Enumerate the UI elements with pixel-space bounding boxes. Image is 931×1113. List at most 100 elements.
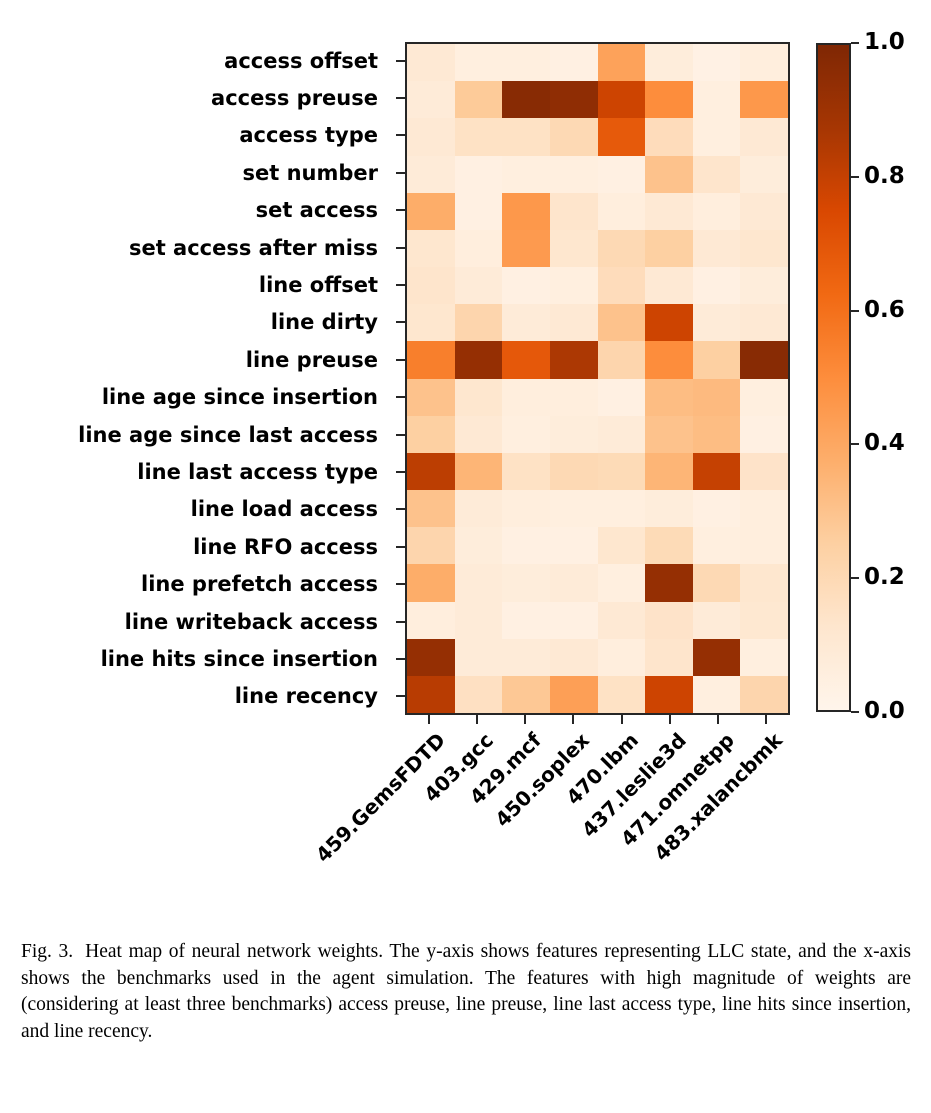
tick-mark [396,657,405,660]
heat-cell [597,638,646,676]
heat-cell [692,675,741,713]
heat-cell [692,341,741,379]
tick-mark [851,42,859,44]
heat-cell [645,155,693,193]
heat-cell [740,490,788,528]
heat-cell [692,81,741,119]
heat-cell [454,192,503,230]
heat-cell [740,415,788,453]
tick-mark [851,175,859,178]
colorbar-tick-label: 1.0 [864,29,905,55]
y-axis-tick-labels: access offset access preuse access type set… [0,42,392,715]
colorbar-tick-label: 0.2 [864,564,905,591]
tick-mark [396,358,405,361]
heat-cell [407,527,455,565]
heat-cell [692,155,741,193]
y-tick-label: line offset [258,273,378,298]
heat-cell [454,155,503,193]
heat-cell [549,490,598,528]
heat-cell [407,155,455,193]
tick-mark [396,545,405,548]
heat-cell [597,675,646,713]
heat-cell [407,229,455,267]
heat-cell [740,192,788,230]
heat-cell [597,44,646,82]
heat-cell [454,81,503,119]
heat-cell [407,564,455,602]
heat-cell [740,601,788,639]
heat-cell [454,304,503,342]
tick-mark [396,284,405,287]
heat-cell [597,341,646,379]
heat-cell [740,378,788,416]
tick-mark [851,577,859,580]
y-tick-label: line RFO access [193,534,378,559]
heat-cell [502,267,550,305]
heat-cell [502,415,550,453]
heat-cell [454,267,503,305]
heat-cell [502,155,550,193]
heat-cell [502,601,550,639]
y-tick-label: line recency [234,684,378,709]
heat-cell [692,415,741,453]
heat-cell [645,378,693,416]
heat-cell [549,638,598,676]
heat-cell [407,490,455,528]
heat-cell [549,81,598,119]
heat-cell [407,452,455,490]
tick-mark [396,620,405,623]
y-tick-label: line dirty [270,310,378,335]
heat-cell [454,638,503,676]
heat-cell [454,44,503,82]
heat-cell [407,304,455,342]
y-tick-label: access offset [224,48,378,73]
heat-cell [407,601,455,639]
y-tick-label: line writeback access [124,609,378,634]
heat-cell [502,378,550,416]
heat-cell [740,155,788,193]
y-tick-label: line hits since insertion [100,646,378,671]
heat-cell [740,44,788,82]
heat-cell [597,378,646,416]
heat-cell [645,304,693,342]
heat-cell [597,564,646,602]
heat-cell [454,341,503,379]
heat-cell [407,267,455,305]
colorbar-tick-label: 0.0 [864,698,905,724]
heat-cell [597,452,646,490]
heat-cell [549,118,598,156]
heat-cell [454,118,503,156]
heat-cell [740,452,788,490]
y-tick-label: line prefetch access [141,572,378,597]
heat-cell [549,44,598,82]
heat-cell [454,601,503,639]
heat-cell [549,267,598,305]
heat-cell [692,527,741,565]
heat-cell [502,675,550,713]
heat-cell [407,341,455,379]
heat-cell [454,527,503,565]
tick-mark [396,470,405,473]
tick-mark [396,134,405,137]
tick-mark [396,209,405,212]
tick-mark [396,583,405,586]
heat-cell [502,304,550,342]
y-tick-label: line last access type [137,459,378,484]
heat-cell [502,229,550,267]
tick-mark [396,171,405,174]
heat-cell [502,118,550,156]
heat-cell [549,229,598,267]
tick-mark [396,321,405,324]
heat-cell [645,118,693,156]
y-tick-label: set number [242,160,378,185]
figure-caption: Fig. 3. Heat map of neural network weight… [21,939,911,1045]
heat-cell [645,415,693,453]
figure-caption-label: Fig. 3. [21,941,74,962]
heat-cell [549,378,598,416]
heat-cell [597,192,646,230]
y-tick-label: line age since last access [78,422,378,447]
y-tick-label: line preuse [245,347,378,372]
heat-cell [692,304,741,342]
heat-cell [740,229,788,267]
heat-cell [692,378,741,416]
